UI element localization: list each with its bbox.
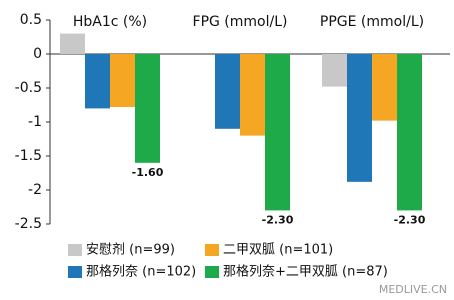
y-tick-label: 0: [33, 46, 42, 62]
y-tick-label: -1: [28, 114, 42, 130]
bar: [372, 54, 397, 121]
y-tick-label: -2: [28, 182, 42, 198]
bar: [60, 33, 85, 54]
legend-swatch: [205, 266, 219, 278]
watermark: MEDLIVE.CN: [379, 283, 447, 296]
bar: [397, 54, 422, 211]
value-label: -2.30: [262, 213, 294, 226]
legend-swatch: [68, 266, 82, 278]
bar: [322, 54, 347, 87]
y-tick-label: -0.5: [15, 80, 42, 96]
y-tick-label: -2.5: [15, 216, 42, 232]
y-tick-label: -1.5: [15, 148, 42, 164]
group-label: HbA1c (%): [73, 14, 147, 30]
bar: [215, 54, 240, 129]
legend-swatch: [68, 244, 82, 256]
value-label: -1.60: [132, 166, 164, 179]
legend-label: 那格列奈 (n=102): [86, 264, 196, 280]
bar: [240, 54, 265, 136]
bar: [85, 54, 110, 109]
y-tick-label: 0.5: [20, 12, 42, 28]
value-label: -2.30: [394, 213, 426, 226]
legend-label: 二甲双胍 (n=101): [223, 243, 333, 258]
bar: [135, 54, 160, 163]
legend-swatch: [205, 244, 219, 256]
group-label: PPGE (mmol/L): [320, 14, 424, 30]
legend-label: 安慰剂 (n=99): [86, 243, 175, 258]
group-label: FPG (mmol/L): [193, 14, 288, 30]
bar: [347, 54, 372, 182]
bar: [265, 54, 290, 211]
bar: [110, 54, 135, 108]
legend-label: 那格列奈+二甲双胍 (n=87): [223, 264, 388, 280]
